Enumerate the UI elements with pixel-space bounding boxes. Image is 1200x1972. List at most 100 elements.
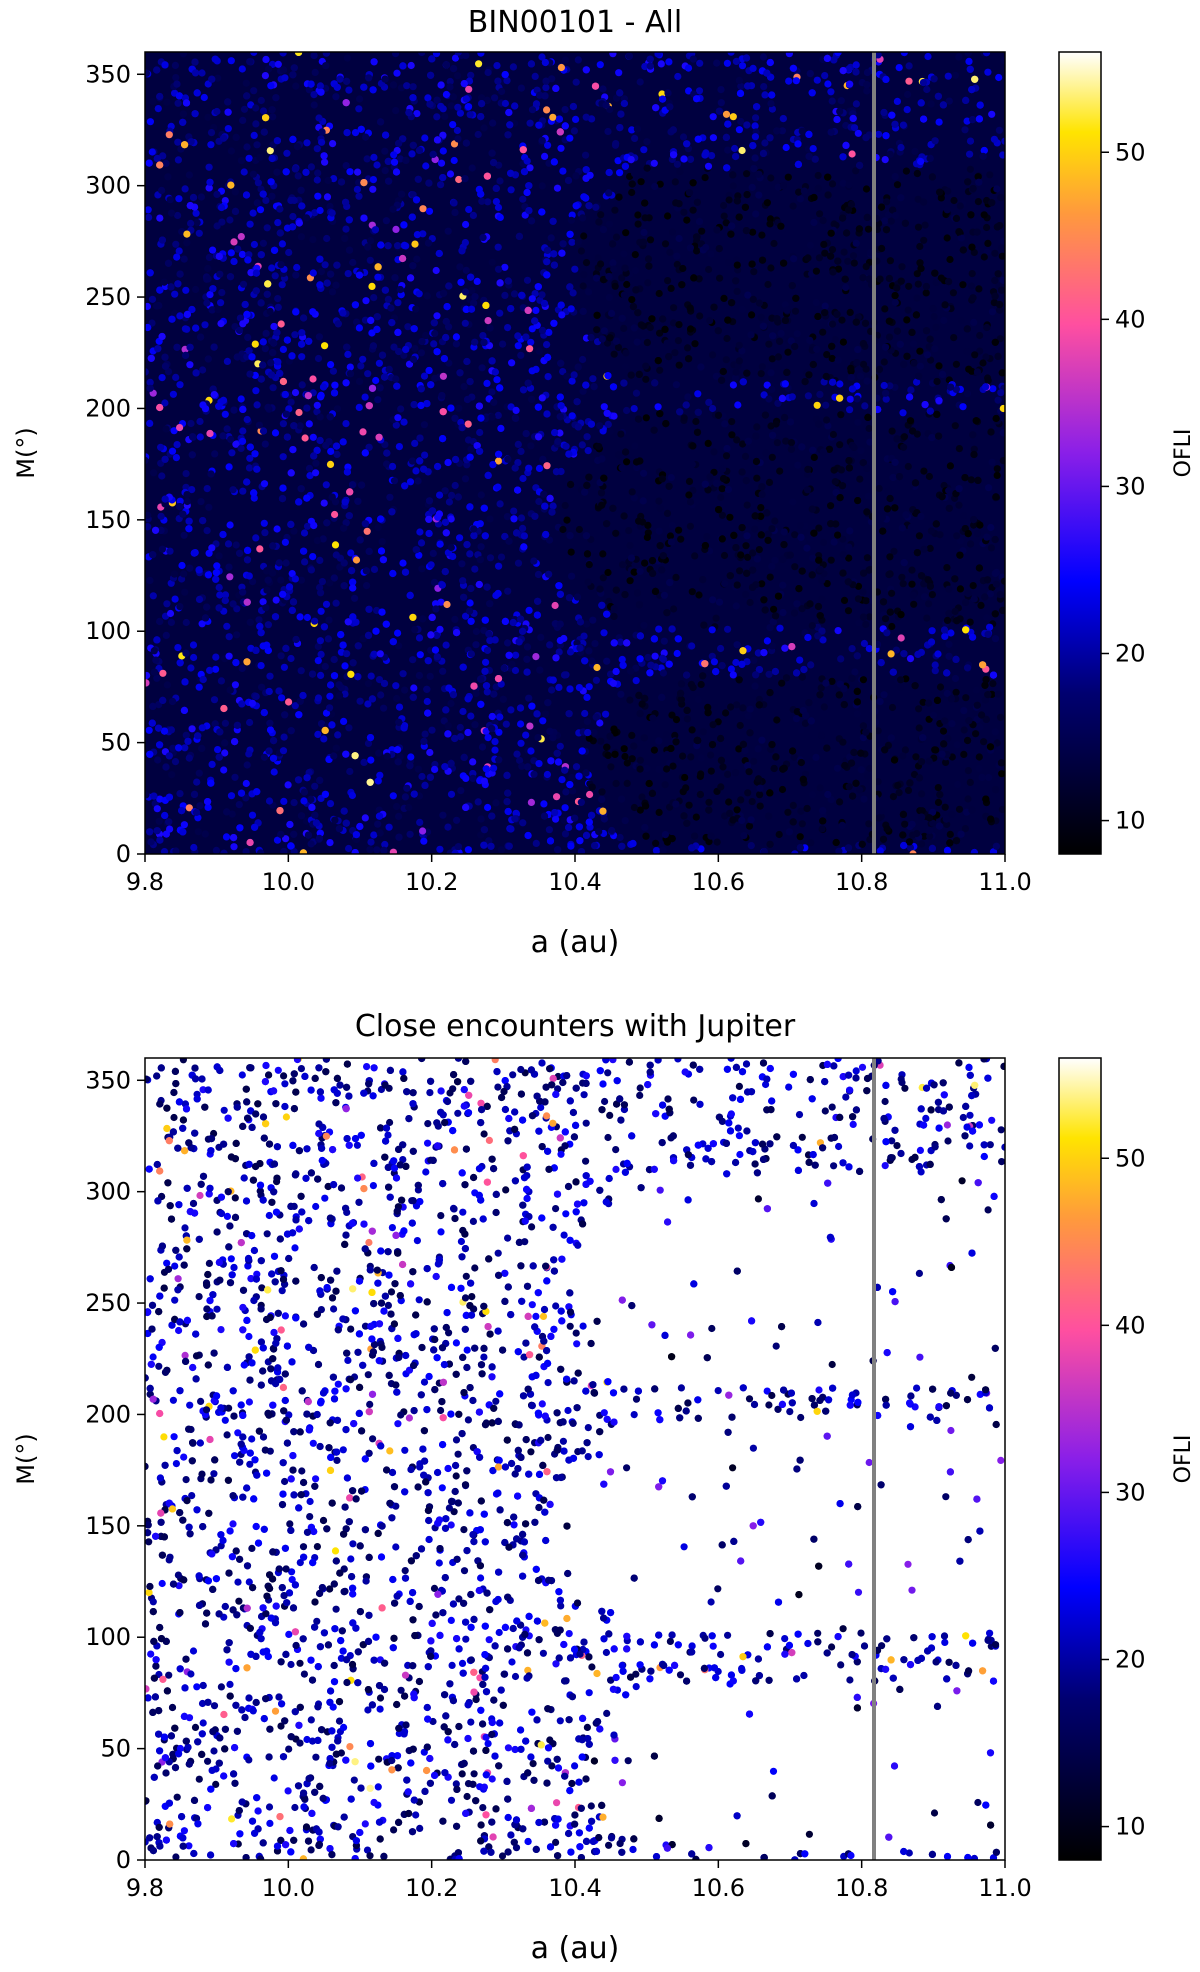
scatter-point [250,489,258,497]
scatter-point [862,597,870,605]
scatter-point [264,621,272,629]
scatter-point [415,551,423,559]
scatter-point [926,544,934,553]
scatter-point [823,416,831,424]
scatter-point [784,348,792,356]
scatter-point [250,240,258,249]
scatter-point [353,318,361,326]
scatter-point [281,74,289,82]
scatter-point [863,81,871,89]
scatter-point [952,360,961,368]
scatter-point [718,511,727,519]
scatter-point [298,353,306,361]
scatter-point [761,91,769,99]
scatter-point [198,69,206,77]
scatter-point [915,774,924,782]
scatter-point [642,375,650,383]
scatter-point [323,193,332,201]
scatter-point [449,552,457,561]
scatter-point [732,368,740,376]
scatter-point [795,188,803,196]
scatter-point [824,790,832,799]
scatter-point [166,547,174,555]
scatter-point [346,168,354,176]
scatter-point [771,517,779,525]
scatter-point [326,839,334,847]
scatter-point [664,212,672,220]
scatter-point [735,745,743,753]
scatter-point [608,826,616,835]
scatter-point [828,677,836,686]
scatter-point [932,520,940,528]
scatter-point [486,554,495,562]
scatter-point [575,684,584,692]
scatter-point [743,532,751,540]
scatter-point [248,811,257,819]
scatter-point [216,591,224,599]
scatter-point [620,745,628,753]
scatter-point [310,91,318,99]
scatter-point [504,807,512,816]
scatter-point [552,815,560,823]
scatter-point [621,817,629,825]
scatter-point [518,762,526,770]
scatter-point [514,559,523,567]
scatter-point [355,105,363,113]
scatter-point [685,801,693,809]
scatter-point [702,243,710,252]
scatter-point [496,500,504,508]
scatter-point [314,657,322,665]
scatter-point [904,306,912,314]
scatter-point [955,445,964,453]
scatter-point [628,126,636,134]
scatter-point [723,334,731,343]
scatter-point [910,600,918,608]
scatter-point [345,216,353,224]
scatter-point [827,556,835,564]
scatter-point [892,646,901,654]
scatter-point [668,711,676,719]
scatter-point [652,839,660,847]
scatter-point [410,684,418,692]
scatter-point [807,717,815,725]
scatter-point [633,338,641,346]
scatter-point [732,658,740,667]
scatter-point [809,145,817,153]
scatter-point [821,72,829,80]
scatter-point [765,340,773,348]
scatter-point [160,848,169,854]
scatter-point [156,214,164,222]
scatter-point [679,752,687,760]
scatter-point [293,263,301,272]
scatter-point [196,417,204,426]
scatter-point [849,114,857,122]
scatter-point [881,615,890,623]
scatter-point [784,808,792,816]
scatter-point [820,378,828,386]
scatter-point [717,644,725,653]
scatter-point [234,245,242,253]
scatter-point [881,305,889,313]
scatter-point [837,97,845,105]
scatter-point [243,143,251,151]
scatter-point [749,64,757,72]
scatter-point [209,246,217,254]
scatter-point [180,821,188,829]
scatter-point [523,276,532,284]
scatter-point [528,295,536,303]
scatter-point [494,483,502,491]
scatter-point [763,381,771,389]
scatter-point [273,329,281,337]
scatter-point [827,502,835,510]
scatter-point [592,203,600,211]
scatter-point [466,599,474,607]
scatter-point [384,157,392,165]
scatter-point [260,519,268,527]
scatter-point [797,726,805,734]
scatter-point [779,609,787,617]
scatter-point [667,474,675,482]
scatter-point [585,288,593,296]
scatter-point [816,784,824,792]
scatter-point [526,164,534,172]
scatter-point [691,340,699,348]
